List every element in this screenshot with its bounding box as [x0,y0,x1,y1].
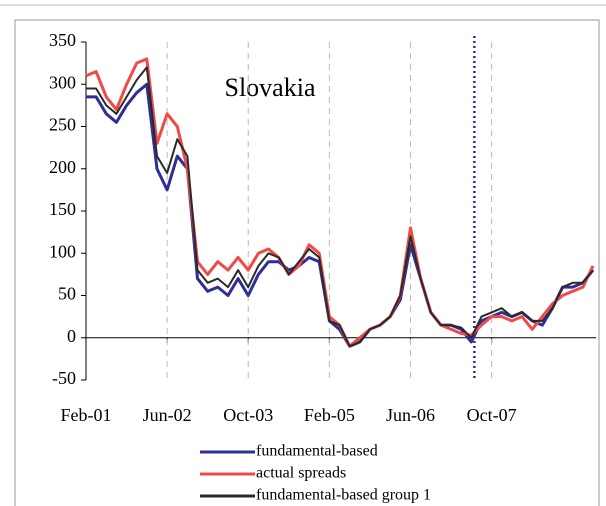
legend-label: fundamental-based [256,443,378,460]
y-tick-label: 100 [49,241,76,261]
series-line [85,57,595,348]
chart-title: Slovakia [225,73,316,102]
x-tick-label: Oct-07 [467,405,517,425]
x-tick-label: Oct-03 [223,405,273,425]
y-tick-label: 150 [49,199,76,219]
y-tick-label: 300 [49,72,76,92]
y-tick-label: 200 [49,157,76,177]
y-tick-label: 0 [67,326,76,346]
x-tick-label: Jun-06 [386,405,435,425]
x-tick-label: Feb-05 [304,405,355,425]
legend-label: actual spreads [256,465,346,482]
y-tick-label: 350 [49,30,76,50]
series-line [86,82,595,348]
y-tick-label: 50 [58,284,76,304]
series-line [86,66,594,348]
y-tick-label: -50 [52,368,76,388]
x-tick-label: Feb-01 [61,405,112,425]
legend-label: fundamental-based group 1 [256,487,431,504]
legend: fundamental-based actual spreads fundament… [200,443,431,504]
x-tick-label: Jun-02 [143,405,192,425]
y-tick-label: 250 [49,115,76,135]
frame [14,19,600,506]
